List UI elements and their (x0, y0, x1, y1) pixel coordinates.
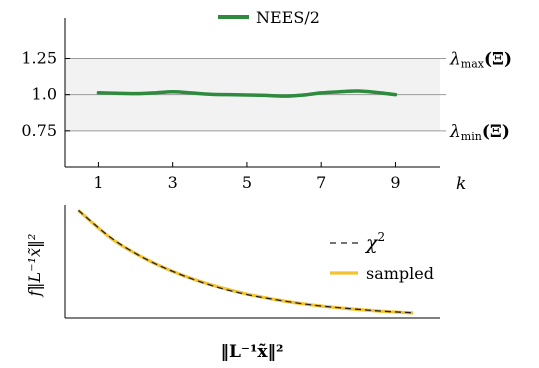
x-tick-label-4: 9 (390, 173, 400, 192)
legend-label-distribution-1: sampled (366, 264, 434, 283)
legend-label-distribution-0: χ2 (364, 230, 385, 254)
x-axis-label-distribution: ‖L⁻¹x̃‖² (221, 342, 284, 362)
distribution-axes (64, 205, 440, 319)
series-line-1 (77, 209, 414, 315)
annotation-symbol-0: λ (449, 50, 461, 70)
legend-symbol-0: χ (364, 232, 379, 254)
x-tick-label-3: 7 (316, 173, 326, 192)
series-line-0 (96, 89, 398, 98)
nees-series (96, 89, 398, 98)
x-tick-label-1: 3 (168, 173, 178, 192)
legend-label-0: NEES/2 (256, 8, 320, 27)
legend: NEES/2 (218, 8, 320, 27)
nees-ticks: 1 3 5 7 9 0.75 1.0 1.25 (21, 49, 400, 192)
x-tick-label-2: 5 (242, 173, 252, 192)
distribution-series (77, 209, 414, 315)
annotation-0: λmax(Ξ) (449, 50, 512, 71)
annotation-sub-1: min (461, 130, 482, 143)
y-tick-label-2: 1.25 (21, 49, 57, 68)
annotation-arg-1: (Ξ) (482, 122, 510, 142)
series-line-0 (77, 209, 414, 314)
annotation-1: λmin(Ξ) (449, 122, 510, 143)
annotation-arg-0: (Ξ) (484, 50, 512, 70)
bound-annotations: λmax(Ξ)λmin(Ξ) (449, 50, 512, 143)
nees-axes (64, 18, 440, 168)
x-tick-label-0: 1 (93, 173, 103, 192)
annotation-sub-0: max (461, 58, 485, 71)
y-tick-label-0: 0.75 (21, 121, 57, 140)
y-tick-label-1: 1.0 (32, 85, 57, 104)
distribution-legend: χ2 sampled (330, 230, 434, 283)
legend-sup-0: 2 (378, 230, 386, 244)
distribution-panel: χ2 sampled ‖L⁻¹x̃‖² f‖L⁻¹x̃‖² (25, 205, 440, 362)
x-axis-label: k (456, 174, 466, 194)
nees-panel: 1 3 5 7 90.751.01.25 k λmax(Ξ)λmin(Ξ) NEES/2 (21, 8, 512, 194)
annotation-symbol-1: λ (449, 122, 461, 142)
y-axis-label-distribution: f‖L⁻¹x̃‖² (25, 234, 44, 298)
